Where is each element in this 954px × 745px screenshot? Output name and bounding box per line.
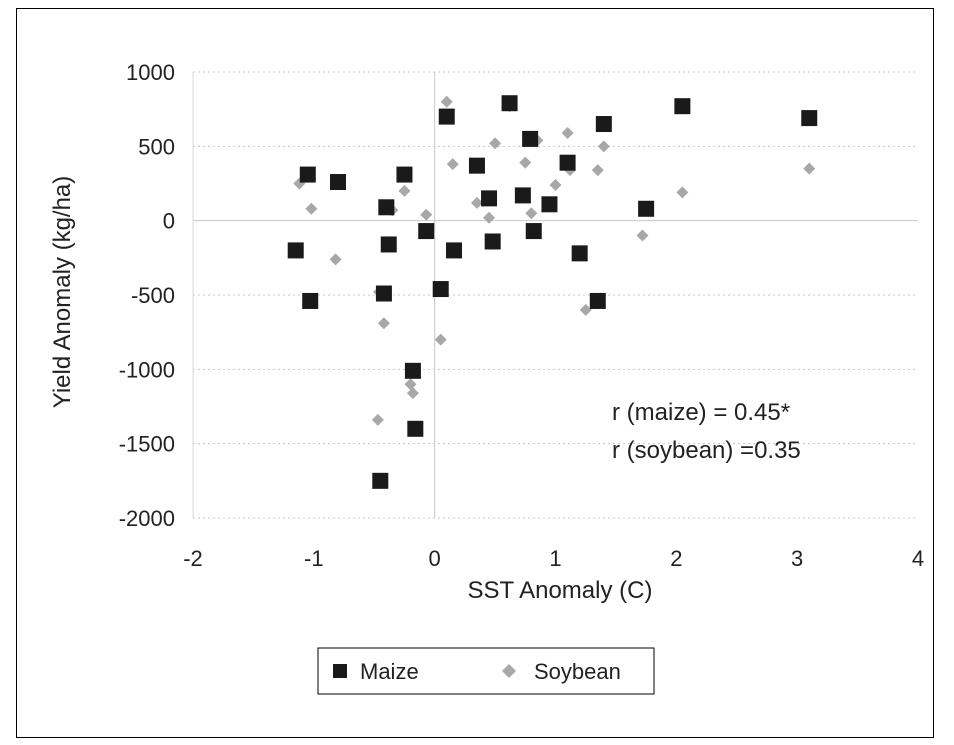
maize-point: [375, 285, 392, 302]
soybean-point: [406, 387, 419, 400]
annotation-soybean-r: r (soybean) =0.35: [612, 437, 801, 464]
maize-point: [287, 242, 304, 259]
y-tick-label: -500: [131, 283, 175, 308]
maize-point: [559, 154, 576, 171]
legend-soybean-label: Soybean: [534, 659, 621, 684]
y-tick-labels: 1000 500 0 -500 -1000 -1500 -2000: [119, 60, 175, 531]
soybean-point: [398, 184, 411, 197]
soybean-point: [591, 164, 604, 177]
y-tick-label: -1500: [119, 432, 175, 457]
maize-point: [595, 116, 612, 133]
maize-point: [589, 292, 606, 309]
maize-point: [299, 166, 316, 183]
x-axis-label: SST Anomaly (C): [468, 577, 653, 604]
maize-point: [330, 174, 346, 191]
chart-frame: [16, 8, 934, 738]
maize-point: [484, 233, 501, 250]
soybean-point: [434, 333, 447, 346]
x-tick-label: -2: [183, 546, 203, 571]
maize-point: [481, 190, 498, 207]
x-tick-label: -1: [304, 546, 324, 571]
maize-point: [514, 187, 531, 204]
legend-box: [317, 647, 655, 695]
gridlines: [192, 71, 918, 519]
soybean-point: [489, 137, 502, 150]
soybean-point: [549, 178, 562, 191]
maize-point: [396, 166, 413, 183]
soybean-point: [420, 208, 433, 221]
maize-point: [525, 223, 542, 240]
maize-point: [378, 199, 395, 216]
maize-point: [404, 362, 421, 379]
maize-point: [571, 245, 588, 262]
maize-point: [468, 157, 485, 174]
soybean-point: [803, 162, 816, 175]
soybean-point: [597, 140, 610, 153]
maize-point: [801, 110, 818, 127]
maize-point: [674, 98, 691, 115]
legend: Maize Soybean: [317, 647, 655, 695]
y-tick-label: -2000: [119, 506, 175, 531]
soybean-point: [483, 211, 496, 224]
data-points: [287, 95, 818, 489]
maize-point: [541, 196, 558, 213]
x-tick-label: 3: [791, 546, 803, 571]
x-tick-label: 0: [429, 546, 441, 571]
maize-point: [380, 236, 397, 253]
maize-point: [372, 472, 389, 489]
y-tick-label: 0: [163, 209, 175, 234]
soybean-point: [329, 253, 342, 266]
legend-maize-marker: [333, 664, 347, 678]
maize-point: [446, 242, 462, 259]
soybean-point: [404, 378, 417, 391]
soybean-point: [305, 202, 318, 215]
soybean-point: [440, 95, 453, 108]
y-tick-label: 500: [138, 134, 175, 159]
soybean-point: [579, 303, 592, 316]
maize-point: [407, 420, 424, 437]
soybean-point: [470, 196, 483, 209]
maize-point: [501, 95, 518, 112]
y-tick-label: -1000: [119, 357, 175, 382]
annotation-maize-r: r (maize) = 0.45*: [612, 399, 790, 426]
maize-point: [638, 200, 655, 217]
soybean-point: [377, 317, 390, 330]
maize-point: [418, 223, 435, 240]
soybean-point: [636, 229, 649, 242]
maize-point: [302, 292, 319, 309]
soybean-point: [371, 413, 384, 426]
x-tick-label: 4: [912, 546, 924, 571]
x-tick-label: 1: [549, 546, 561, 571]
soybean-point: [561, 126, 574, 139]
x-tick-label: 2: [670, 546, 682, 571]
y-axis-label: Yield Anomaly (kg/ha): [49, 176, 76, 409]
maize-point: [522, 130, 539, 147]
soybean-point: [676, 186, 689, 199]
legend-soybean-marker: [502, 664, 516, 678]
maize-point: [438, 108, 455, 125]
soybean-point: [519, 156, 532, 169]
x-tick-labels: -2 -1 0 1 2 3 4: [183, 546, 924, 571]
maize-point: [432, 281, 449, 298]
legend-maize-label: Maize: [360, 659, 419, 684]
soybean-point: [446, 158, 459, 171]
y-tick-label: 1000: [126, 60, 175, 85]
soybean-point: [525, 207, 538, 220]
